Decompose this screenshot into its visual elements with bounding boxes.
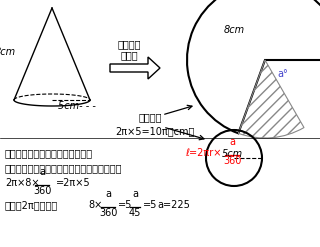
Text: 360: 360	[99, 208, 117, 218]
Text: a=225: a=225	[157, 200, 190, 210]
Text: a: a	[39, 167, 45, 177]
Text: おうぎ形の中心角を求める方程式をたてる。: おうぎ形の中心角を求める方程式をたてる。	[5, 163, 123, 173]
Text: 同じ長さ: 同じ長さ	[138, 112, 162, 122]
Text: 45: 45	[129, 208, 141, 218]
Text: 弧の長さを求める公式を利用して: 弧の長さを求める公式を利用して	[5, 148, 93, 158]
Text: a: a	[132, 189, 138, 199]
Text: 360: 360	[33, 186, 51, 196]
Text: 考える: 考える	[120, 50, 138, 60]
Text: =5: =5	[118, 200, 132, 210]
Text: a°: a°	[278, 69, 288, 79]
Text: =2π×5: =2π×5	[56, 178, 91, 188]
Polygon shape	[110, 57, 160, 79]
Text: a: a	[229, 137, 235, 147]
Text: 展開図で: 展開図で	[117, 39, 141, 49]
Text: 5cm- - -: 5cm- - -	[58, 101, 96, 111]
Text: 360: 360	[223, 156, 241, 166]
Text: 8cm: 8cm	[224, 25, 245, 35]
Text: 2π×8×: 2π×8×	[5, 178, 39, 188]
Text: 8cm: 8cm	[0, 47, 16, 57]
Text: 2π×5=10π（cm）: 2π×5=10π（cm）	[115, 126, 195, 136]
Text: a: a	[105, 189, 111, 199]
Text: ℓ=2πr×: ℓ=2πr×	[185, 148, 221, 158]
Text: =5: =5	[143, 200, 157, 210]
Wedge shape	[187, 0, 320, 133]
Text: 8×: 8×	[88, 200, 102, 210]
Text: 両辺を2πでわる，: 両辺を2πでわる，	[5, 200, 58, 210]
Text: 5cm: 5cm	[221, 149, 243, 159]
